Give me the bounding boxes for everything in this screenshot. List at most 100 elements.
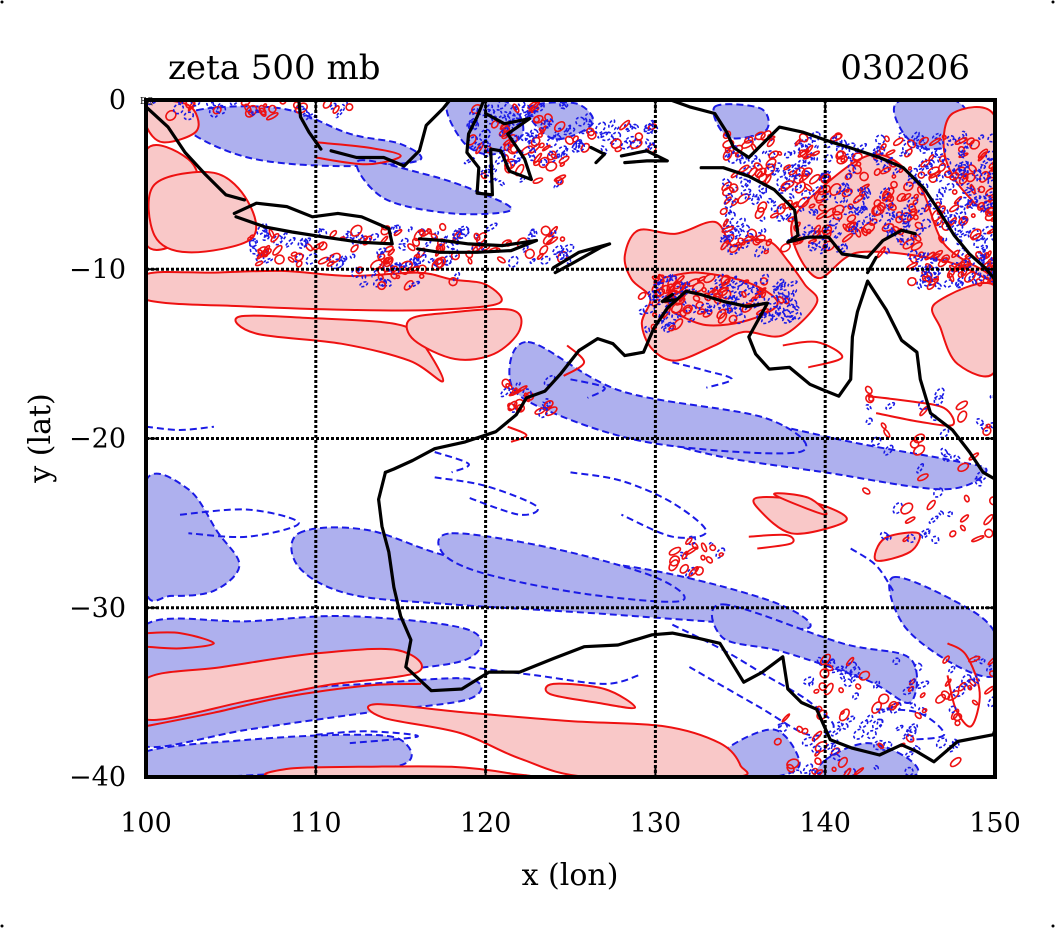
small-contour [909, 439, 920, 449]
small-contour [843, 198, 848, 204]
small-contour [730, 296, 737, 304]
small-contour [377, 281, 387, 291]
positive-region [405, 307, 523, 361]
small-contour [719, 286, 729, 293]
small-contour [975, 418, 984, 426]
small-contour [819, 242, 828, 255]
small-contour [801, 727, 809, 735]
small-contour [249, 246, 258, 255]
positive-contour [146, 631, 215, 650]
small-contour [917, 171, 926, 179]
small-contour [907, 276, 917, 287]
small-contour [880, 143, 887, 151]
small-contour [828, 658, 836, 664]
small-contour [832, 204, 845, 216]
small-contour [886, 193, 895, 203]
small-contour [350, 244, 359, 253]
small-contour [376, 247, 387, 255]
small-contour [811, 745, 822, 754]
small-contour [984, 202, 995, 213]
small-contour [805, 136, 814, 146]
small-contour [983, 514, 994, 526]
small-contour [786, 758, 800, 770]
small-contour [713, 295, 722, 305]
small-contour [165, 109, 177, 122]
positive-region [931, 281, 995, 378]
small-contour [783, 164, 792, 171]
axis-ticks [145, 99, 996, 778]
small-contour [659, 275, 672, 285]
small-contour [564, 124, 572, 133]
small-contour [687, 317, 696, 323]
small-contour [831, 753, 841, 762]
negative-contour [179, 508, 300, 539]
small-contour [904, 148, 913, 158]
small-contour [511, 134, 520, 143]
small-contour [898, 168, 904, 173]
small-contour [989, 272, 995, 283]
small-contour [963, 271, 976, 283]
small-contour [880, 741, 893, 751]
small-contour [814, 757, 822, 766]
small-contour [721, 181, 732, 192]
small-contour [752, 237, 761, 246]
small-contour [783, 151, 792, 159]
small-contour [816, 656, 824, 666]
x-tick-label: 110 [290, 808, 342, 839]
small-contour [284, 236, 296, 248]
small-contour [644, 138, 652, 149]
small-contour [392, 224, 401, 232]
small-contour [326, 260, 336, 267]
small-contour [988, 496, 995, 506]
small-contour [932, 256, 938, 263]
small-contour [737, 153, 744, 162]
small-contour [724, 234, 735, 244]
small-contour [973, 675, 981, 684]
small-contour [541, 401, 550, 410]
small-contour [407, 243, 416, 252]
small-contour [765, 238, 773, 247]
small-contour [359, 281, 369, 288]
lat-lon-grid [146, 100, 995, 777]
small-contour [948, 665, 956, 674]
small-contour [960, 169, 969, 178]
y-axis-label: y (lat) [23, 393, 58, 483]
small-contour [400, 237, 409, 245]
small-contour [387, 248, 395, 257]
small-contour [717, 312, 728, 324]
small-contour [961, 130, 968, 138]
small-contour [873, 168, 881, 177]
small-contour [967, 270, 978, 282]
small-contour [907, 166, 913, 171]
small-contour [452, 271, 461, 282]
small-contour [740, 188, 752, 196]
small-contour [532, 152, 543, 164]
small-contour [550, 153, 558, 160]
small-contour [838, 687, 845, 694]
negative-contour [434, 476, 539, 516]
coastline-segment [416, 237, 539, 254]
small-contour [540, 158, 548, 166]
small-contour [921, 183, 929, 191]
small-contour [865, 404, 872, 411]
small-contour [885, 149, 896, 156]
small-contour [546, 118, 554, 126]
small-contour [376, 250, 385, 259]
small-contour [444, 259, 452, 266]
coastline-segment [619, 149, 669, 165]
small-contour [496, 256, 506, 264]
small-contour [515, 381, 521, 387]
small-contour [954, 137, 968, 145]
small-contour [941, 134, 947, 140]
small-contour [718, 552, 724, 558]
small-contour [936, 205, 946, 216]
small-contour [560, 103, 569, 109]
small-contour [361, 274, 367, 280]
small-contour [967, 684, 973, 691]
small-contour [982, 236, 989, 242]
small-contour [524, 248, 535, 260]
small-contour [555, 145, 568, 156]
positive-contour [867, 395, 955, 427]
small-contour [967, 199, 975, 210]
small-contour [732, 291, 742, 301]
